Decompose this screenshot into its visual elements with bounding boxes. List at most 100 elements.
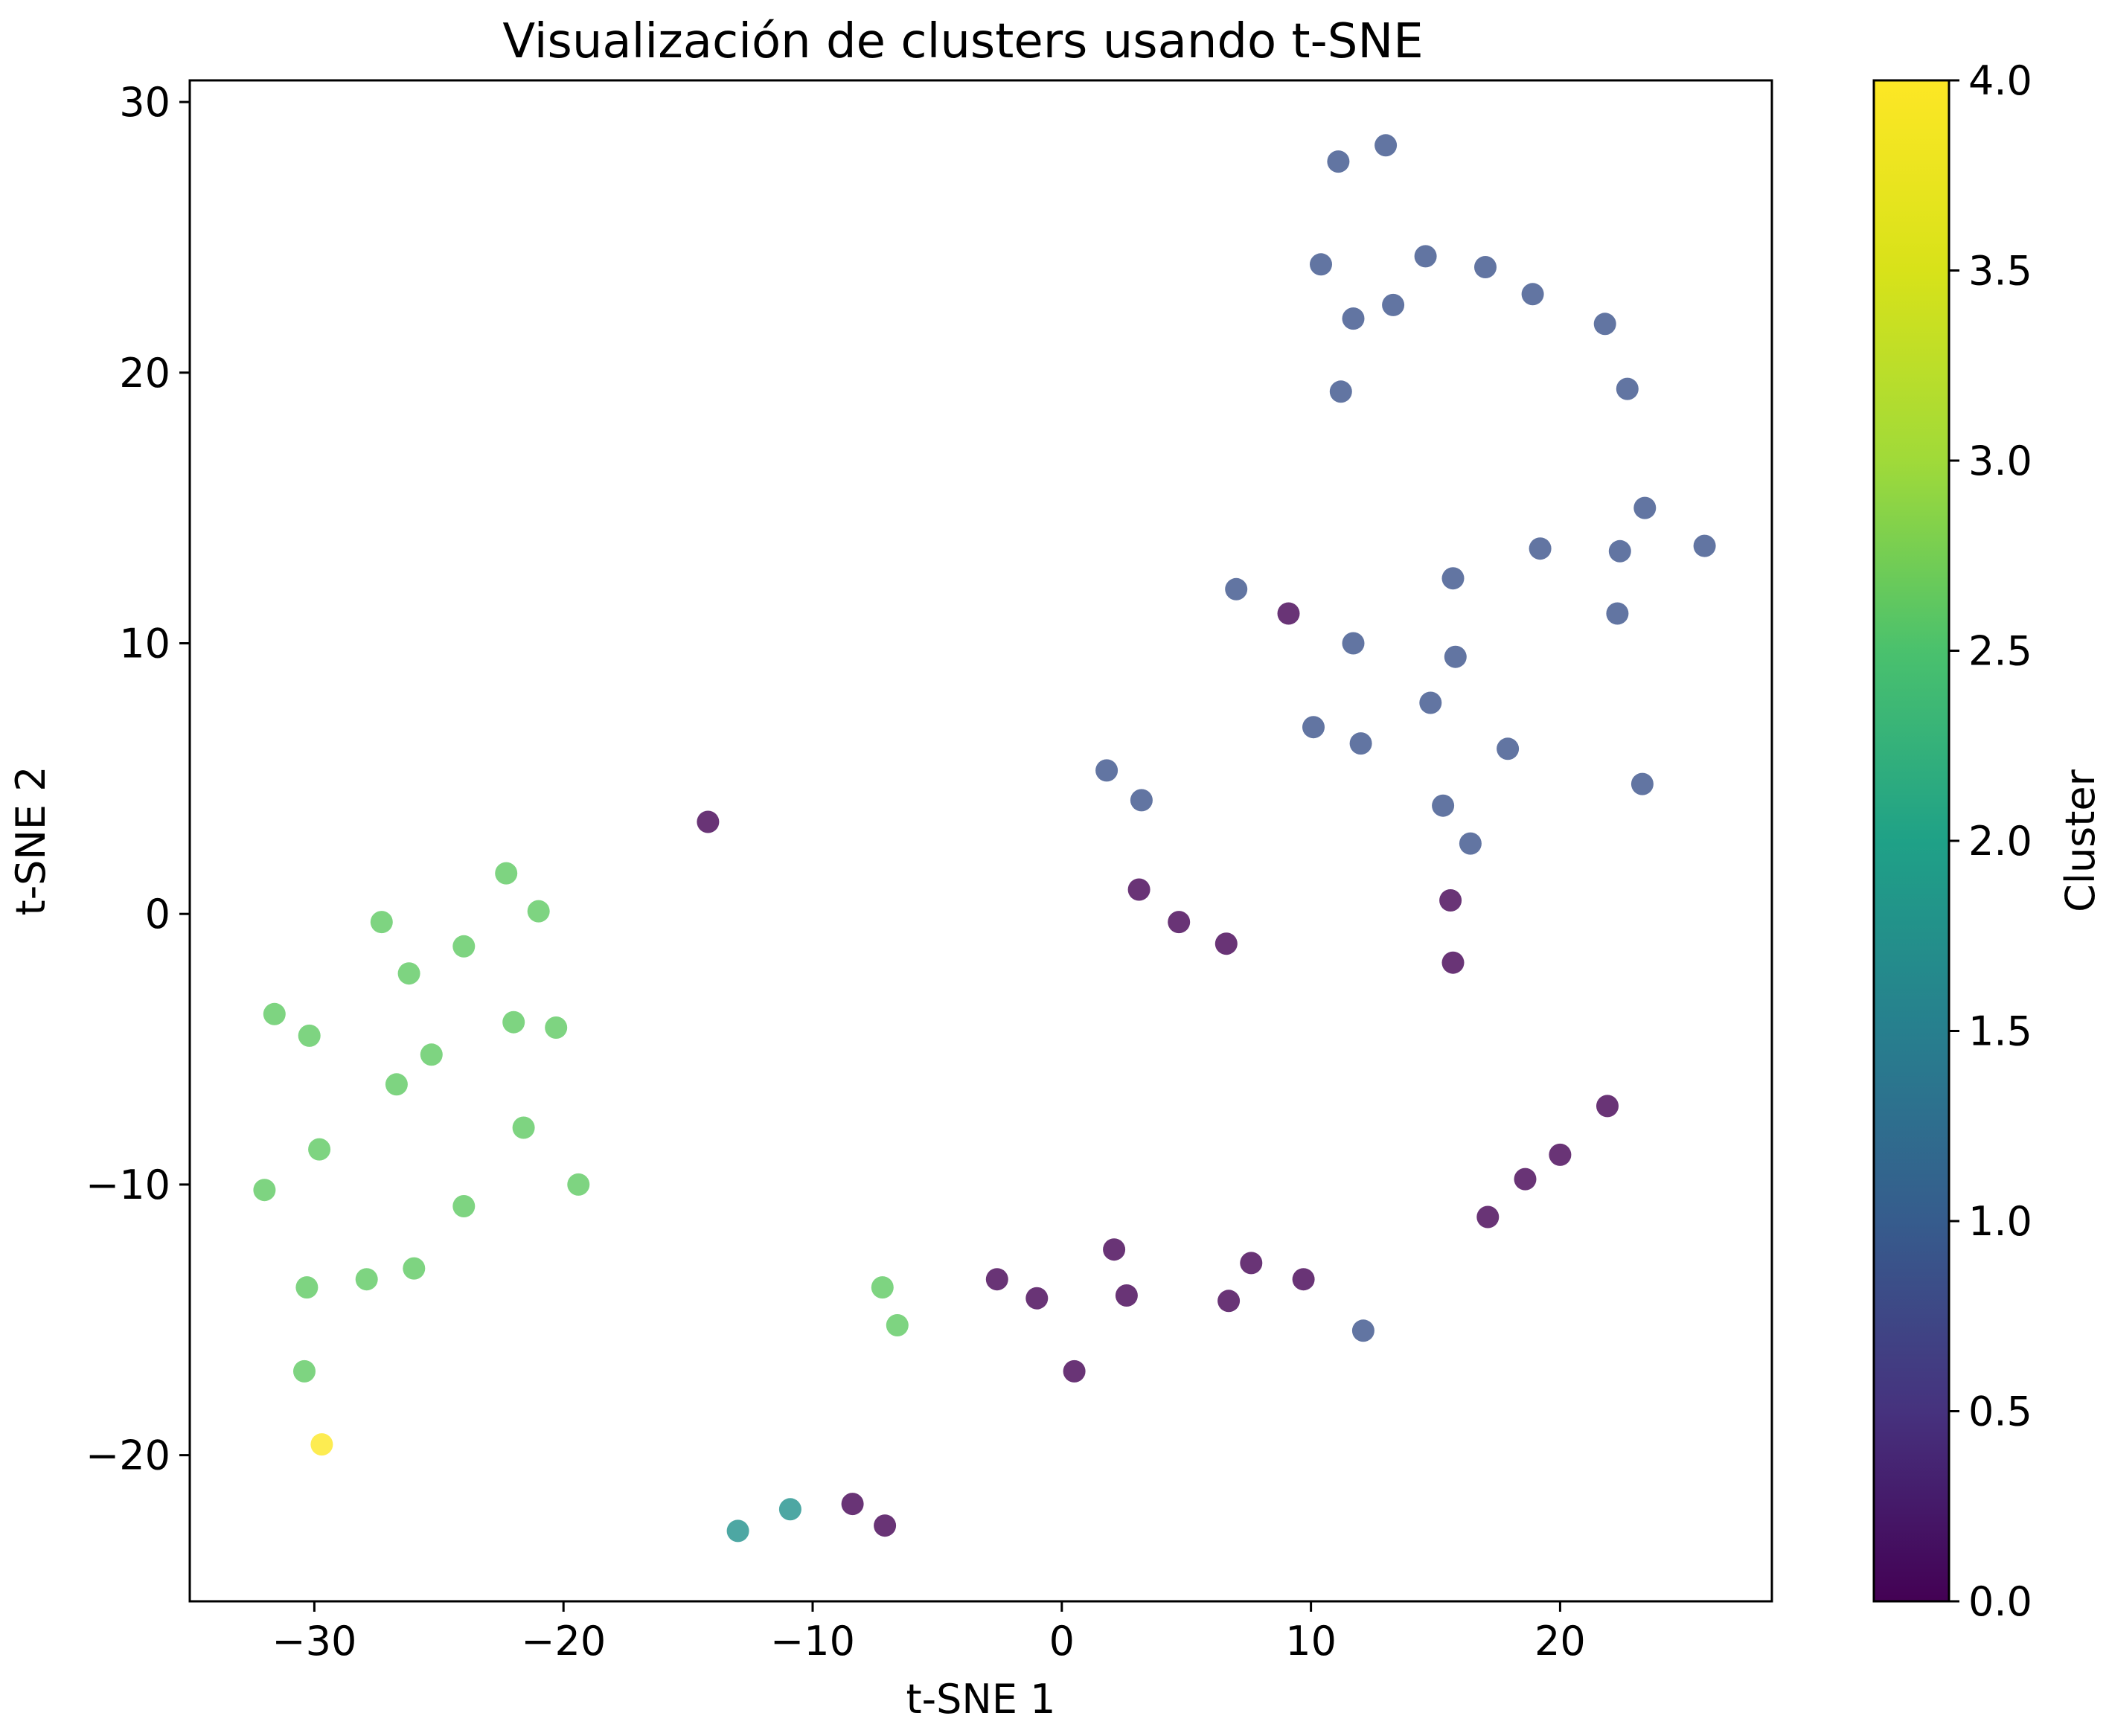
data-point-cluster-0 [1439, 889, 1462, 912]
x-tick-label: −20 [521, 1618, 606, 1665]
data-point-cluster-1 [1606, 602, 1629, 625]
data-point-cluster-3 [295, 1276, 319, 1299]
colorbar-tick-label: 0.0 [1968, 1578, 2032, 1625]
data-point-cluster-3 [253, 1179, 276, 1202]
data-point-cluster-1 [1225, 577, 1248, 600]
data-point-cluster-0 [1596, 1095, 1619, 1118]
x-tick-label: 0 [1049, 1618, 1075, 1665]
x-axis-label: t-SNE 1 [906, 1676, 1056, 1723]
data-point-cluster-0 [1217, 1290, 1241, 1313]
data-point-cluster-0 [1240, 1252, 1263, 1275]
data-point-cluster-3 [355, 1268, 378, 1291]
data-point-cluster-1 [1593, 313, 1616, 336]
y-tick-label: 30 [119, 79, 170, 126]
data-point-cluster-1 [1374, 134, 1398, 157]
y-axis: −20 −10 0 10 20 30 [86, 79, 190, 1479]
y-tick-label: −20 [86, 1432, 170, 1479]
data-point-cluster-1 [1130, 789, 1153, 812]
data-point-cluster-3 [370, 911, 393, 934]
data-point-cluster-1 [1349, 732, 1372, 755]
data-point-cluster-3 [527, 900, 550, 923]
data-point-cluster-1 [1419, 691, 1442, 714]
data-point-cluster-3 [495, 862, 518, 885]
data-point-cluster-0 [1441, 951, 1465, 974]
data-point-cluster-0 [697, 810, 720, 833]
data-point-cluster-1 [1497, 737, 1520, 760]
data-point-cluster-1 [1608, 539, 1631, 563]
data-point-cluster-1 [1459, 832, 1482, 855]
data-point-cluster-1 [1342, 632, 1365, 655]
data-point-cluster-1 [1616, 377, 1639, 400]
colorbar-tick-label: 3.5 [1968, 248, 2032, 295]
points-layer [253, 134, 1716, 1543]
data-point-cluster-3 [567, 1173, 590, 1196]
colorbar-ticks: 0.0 0.5 1.0 1.5 2.0 2.5 3.0 3.5 4.0 [1949, 57, 2032, 1625]
data-point-cluster-4 [310, 1433, 333, 1456]
data-point-cluster-1 [1414, 245, 1437, 268]
data-point-cluster-1 [1351, 1319, 1374, 1342]
data-point-cluster-1 [1441, 567, 1465, 590]
colorbar-gradient [1872, 79, 1950, 1603]
data-point-cluster-2 [778, 1498, 801, 1521]
data-point-cluster-0 [1292, 1268, 1315, 1291]
data-point-cluster-0 [841, 1493, 864, 1516]
data-point-cluster-1 [1693, 534, 1716, 557]
data-point-cluster-0 [1168, 911, 1191, 934]
data-point-cluster-3 [308, 1138, 331, 1161]
data-point-cluster-1 [1633, 496, 1657, 519]
data-point-cluster-3 [385, 1073, 408, 1096]
data-point-cluster-1 [1382, 293, 1405, 316]
data-point-cluster-3 [452, 1195, 476, 1217]
data-point-cluster-3 [871, 1276, 894, 1299]
y-tick-label: 20 [119, 350, 170, 397]
data-point-cluster-1 [1327, 150, 1350, 173]
data-point-cluster-3 [502, 1010, 525, 1034]
data-point-cluster-3 [545, 1016, 568, 1039]
data-point-cluster-1 [1529, 537, 1552, 560]
x-tick-label: −10 [770, 1618, 855, 1665]
data-point-cluster-3 [403, 1257, 426, 1280]
colorbar-tick-label: 2.5 [1968, 628, 2032, 675]
plot-frame [188, 79, 1773, 1603]
colorbar-tick-label: 2.0 [1968, 818, 2032, 865]
data-point-cluster-0 [1549, 1143, 1572, 1166]
colorbar-label: Cluster [2057, 769, 2104, 912]
data-point-cluster-0 [1127, 878, 1150, 901]
data-point-cluster-1 [1630, 772, 1654, 795]
chart-title: Visualización de clusters usando t-SNE [502, 14, 1423, 69]
data-point-cluster-0 [874, 1514, 897, 1537]
data-point-cluster-0 [1115, 1284, 1138, 1307]
data-point-cluster-3 [512, 1116, 535, 1139]
x-tick-label: 10 [1285, 1618, 1337, 1665]
data-point-cluster-1 [1432, 794, 1455, 817]
x-axis: −30 −20 −10 0 10 20 [272, 1601, 1586, 1665]
data-point-cluster-3 [397, 962, 420, 985]
data-point-cluster-3 [263, 1002, 286, 1025]
colorbar-tick-label: 1.0 [1968, 1198, 2032, 1245]
data-point-cluster-1 [1095, 759, 1118, 782]
data-point-cluster-2 [726, 1519, 749, 1543]
colorbar-tick-label: 1.5 [1968, 1008, 2032, 1055]
y-tick-label: 10 [119, 620, 170, 667]
data-point-cluster-1 [1329, 380, 1352, 403]
y-axis-label: t-SNE 2 [7, 766, 54, 916]
colorbar-tick-label: 0.5 [1968, 1389, 2032, 1435]
data-point-cluster-1 [1444, 645, 1467, 668]
y-tick-label: −10 [86, 1162, 170, 1208]
data-point-cluster-1 [1302, 716, 1325, 739]
data-point-cluster-0 [1514, 1168, 1537, 1191]
colorbar-tick-label: 4.0 [1968, 57, 2032, 104]
data-point-cluster-0 [1025, 1287, 1049, 1310]
data-point-cluster-0 [1214, 932, 1238, 955]
x-tick-label: 20 [1534, 1618, 1586, 1665]
data-point-cluster-3 [298, 1024, 321, 1047]
data-point-cluster-0 [1103, 1238, 1126, 1261]
y-tick-label: 0 [145, 891, 170, 938]
data-point-cluster-0 [1277, 602, 1300, 625]
data-point-cluster-1 [1474, 256, 1497, 278]
data-point-cluster-3 [420, 1043, 443, 1066]
data-point-cluster-1 [1521, 283, 1544, 306]
data-point-cluster-3 [293, 1359, 316, 1383]
data-point-cluster-3 [886, 1314, 909, 1336]
